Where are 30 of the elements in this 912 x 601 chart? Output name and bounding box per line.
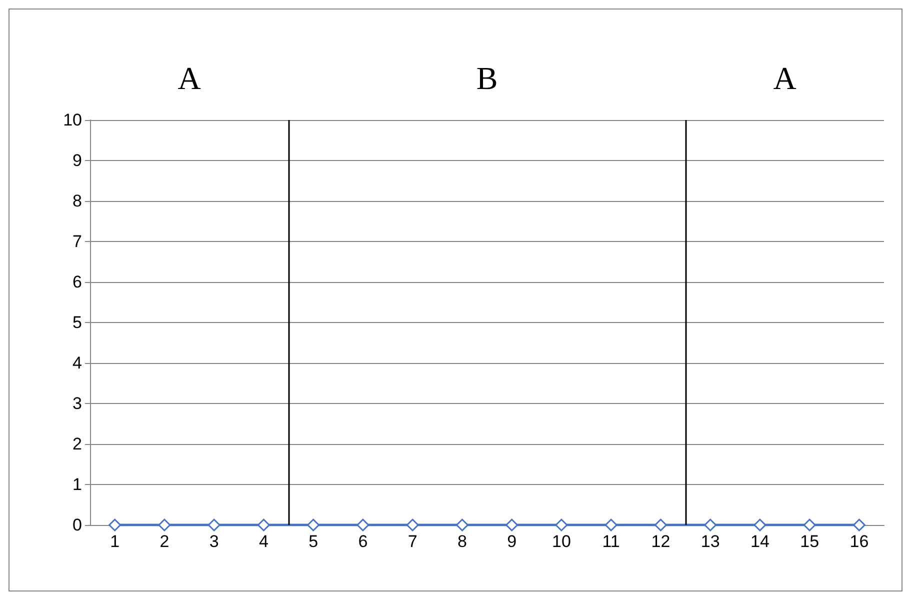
y-tick-label: 10 xyxy=(63,110,82,130)
y-tick-label: 1 xyxy=(72,475,82,494)
x-tick-label: 11 xyxy=(602,532,620,551)
text: B xyxy=(476,60,498,96)
x-tick-label: 9 xyxy=(507,532,517,551)
x-tick-label: 15 xyxy=(800,532,820,551)
x-tick-label: 13 xyxy=(700,532,720,551)
x-tick-label: 2 xyxy=(160,532,170,551)
x-tick-label: 5 xyxy=(308,532,318,551)
x-tick-label: 12 xyxy=(651,532,670,551)
x-tick-label: 10 xyxy=(552,532,571,551)
y-tick-label: 9 xyxy=(72,151,82,170)
text: A xyxy=(773,60,796,96)
x-tick-label: 7 xyxy=(408,532,418,551)
x-tick-label: 16 xyxy=(850,532,869,551)
text: A xyxy=(178,60,201,96)
y-tick-label: 2 xyxy=(72,434,82,454)
x-tick-label: 4 xyxy=(258,532,268,551)
x-tick-label: 1 xyxy=(110,532,120,551)
y-tick-label: 8 xyxy=(72,192,82,210)
y-tick-label: 6 xyxy=(72,272,82,292)
y-tick-label: 4 xyxy=(72,354,82,372)
y-tick-label: 5 xyxy=(72,313,82,332)
y-tick-label: 0 xyxy=(72,516,82,534)
y-tick-label: 3 xyxy=(72,394,82,413)
x-tick-label: 14 xyxy=(750,532,770,551)
x-tick-label: 6 xyxy=(358,532,368,551)
x-tick-label: 8 xyxy=(457,532,467,551)
x-tick-label: 3 xyxy=(209,532,219,551)
y-tick-label: 7 xyxy=(72,232,82,251)
